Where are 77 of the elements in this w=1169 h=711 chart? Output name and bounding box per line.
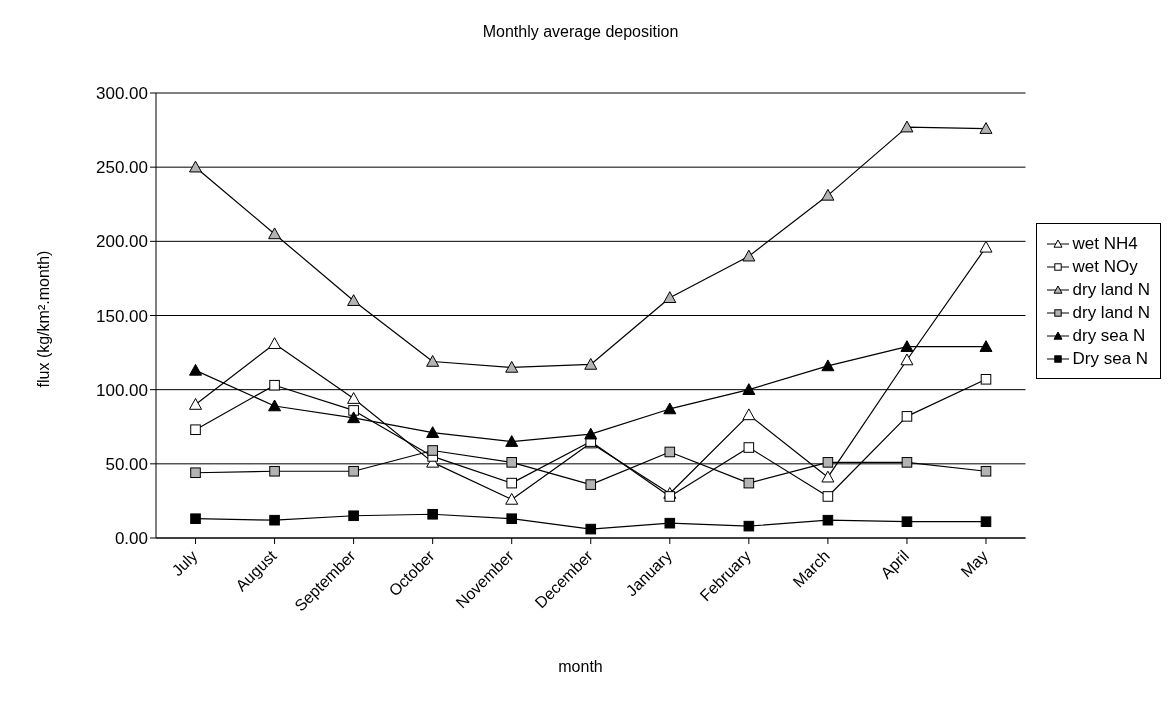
x-tick-label: May <box>957 547 992 581</box>
point <box>742 408 756 421</box>
point <box>743 520 755 532</box>
chart-title: Monthly average deposition <box>481 23 680 41</box>
point <box>900 340 914 352</box>
point <box>347 294 361 306</box>
point <box>268 227 282 240</box>
point <box>980 465 992 477</box>
point <box>664 446 676 458</box>
point <box>742 249 758 262</box>
point <box>585 523 597 535</box>
y-tick-label: 0.00 <box>114 529 148 549</box>
point <box>980 373 992 385</box>
point <box>427 508 438 520</box>
point <box>979 122 993 134</box>
y-tick-label: 250.00 <box>96 158 148 178</box>
point <box>269 465 280 477</box>
point <box>743 477 755 489</box>
point <box>190 513 201 525</box>
point <box>664 491 676 502</box>
y-tick-label: 200.00 <box>96 232 148 252</box>
legend-label: dry sea N <box>1072 325 1146 346</box>
y-axis-title: flux (kg/km².month) <box>35 250 53 388</box>
x-tick-label: July <box>168 547 201 580</box>
point <box>900 120 914 133</box>
legend-label: wet NOy <box>1072 256 1138 277</box>
point <box>268 399 282 412</box>
point <box>822 491 834 502</box>
point <box>347 411 361 424</box>
point <box>742 383 756 395</box>
point <box>505 360 519 373</box>
point <box>426 426 440 438</box>
point <box>901 457 913 468</box>
y-tick-label: 100.00 <box>96 380 148 400</box>
point <box>269 379 280 391</box>
point <box>426 354 440 367</box>
point <box>900 353 914 366</box>
point <box>348 510 359 522</box>
x-axis-title: month <box>557 658 604 676</box>
point <box>506 477 518 489</box>
point <box>979 240 993 253</box>
point <box>506 513 518 525</box>
point <box>901 411 913 422</box>
point <box>980 516 992 527</box>
point <box>506 457 518 468</box>
y-tick-label: 300.00 <box>96 84 148 104</box>
point <box>743 442 755 453</box>
point <box>189 363 203 376</box>
point <box>585 479 597 490</box>
point <box>901 516 913 527</box>
legend-label: Dry sea N <box>1072 348 1149 369</box>
point <box>189 398 203 410</box>
legend-label: dry land N <box>1072 302 1150 323</box>
point <box>584 427 598 440</box>
point <box>190 424 201 436</box>
point <box>427 445 438 456</box>
point <box>821 470 835 483</box>
point <box>663 402 677 415</box>
point <box>505 492 519 505</box>
point <box>663 291 677 303</box>
point <box>347 392 361 404</box>
point <box>190 467 201 479</box>
legend-label: dry land N <box>1072 279 1150 300</box>
point <box>821 359 835 372</box>
point <box>269 514 280 526</box>
point <box>268 337 282 349</box>
point <box>822 514 834 526</box>
y-tick-label: 50.00 <box>105 454 148 474</box>
legend-label: wet NH4 <box>1072 233 1138 254</box>
point <box>584 357 598 370</box>
point <box>822 457 834 468</box>
point <box>505 435 519 447</box>
point <box>348 465 359 477</box>
point <box>979 340 993 352</box>
y-tick-label: 150.00 <box>96 306 148 326</box>
point <box>664 517 676 529</box>
point <box>189 160 203 173</box>
